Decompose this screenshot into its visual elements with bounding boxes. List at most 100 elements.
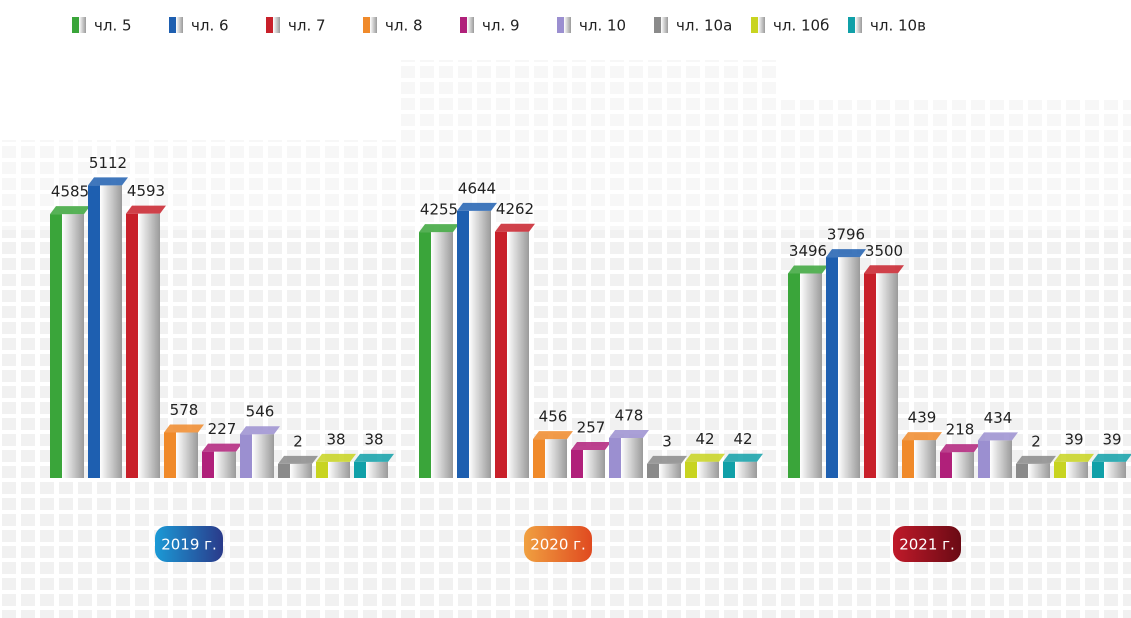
bar-side bbox=[876, 273, 898, 478]
bar-top bbox=[864, 265, 904, 274]
bar-top bbox=[1054, 453, 1094, 462]
bar-top bbox=[1016, 455, 1056, 464]
category-label: 2020 г. bbox=[530, 536, 586, 554]
legend-swatch bbox=[72, 17, 79, 33]
bar-side bbox=[507, 231, 529, 478]
bar bbox=[419, 232, 431, 478]
legend-swatch bbox=[654, 17, 661, 33]
value-label: 434 bbox=[984, 409, 1013, 427]
bar-top bbox=[788, 265, 828, 274]
bar-side bbox=[697, 461, 719, 478]
bar-side bbox=[621, 437, 643, 478]
value-label: 39 bbox=[1064, 430, 1083, 448]
bar bbox=[457, 210, 469, 479]
legend-label: чл. 9 bbox=[482, 17, 520, 35]
bar-top bbox=[126, 205, 166, 214]
bar-top bbox=[647, 455, 687, 464]
bar bbox=[278, 463, 290, 478]
bar-top bbox=[88, 177, 128, 186]
legend-swatch bbox=[848, 17, 855, 33]
value-label: 3796 bbox=[827, 226, 865, 244]
category-label: 2021 г. bbox=[899, 536, 955, 554]
bar-top bbox=[685, 453, 725, 462]
bar-top bbox=[571, 441, 611, 450]
bar-top bbox=[1092, 453, 1131, 462]
bar bbox=[88, 185, 100, 478]
legend-label: чл. 8 bbox=[385, 17, 423, 35]
value-label: 38 bbox=[326, 430, 345, 448]
bar-side bbox=[252, 434, 274, 478]
value-label: 2 bbox=[293, 432, 303, 450]
value-label: 227 bbox=[208, 420, 237, 438]
value-label: 3500 bbox=[865, 242, 903, 260]
bar-side bbox=[469, 210, 491, 479]
bar bbox=[864, 273, 876, 478]
bar bbox=[316, 461, 328, 478]
legend-label: чл. 10а bbox=[676, 17, 732, 35]
bar bbox=[1092, 461, 1104, 478]
legend-label: чл. 10б bbox=[773, 17, 829, 35]
category-badge bbox=[524, 526, 592, 562]
bar-side bbox=[952, 452, 974, 478]
bar bbox=[202, 451, 214, 478]
bar-side bbox=[800, 273, 822, 478]
category-label: 2019 г. bbox=[161, 536, 217, 554]
value-label: 5112 bbox=[89, 154, 127, 172]
bar-side bbox=[583, 449, 605, 478]
value-label: 4585 bbox=[51, 183, 89, 201]
legend-swatch bbox=[363, 17, 370, 33]
bar-side bbox=[366, 461, 388, 478]
bar bbox=[240, 434, 252, 478]
background-pattern bbox=[400, 60, 780, 230]
bar bbox=[533, 439, 545, 478]
legend-label: чл. 5 bbox=[94, 17, 132, 35]
bar-side bbox=[735, 461, 757, 478]
legend-swatch bbox=[855, 17, 862, 33]
value-label: 4262 bbox=[496, 200, 534, 218]
value-label: 2 bbox=[1031, 432, 1041, 450]
bar bbox=[1016, 463, 1028, 478]
legend-swatch bbox=[557, 17, 564, 33]
bar-top bbox=[316, 453, 356, 462]
bar bbox=[978, 440, 990, 478]
bar-side bbox=[1028, 463, 1050, 478]
value-label: 42 bbox=[733, 430, 752, 448]
bar-top bbox=[457, 202, 497, 211]
value-label: 4255 bbox=[420, 201, 458, 219]
bar-side bbox=[1104, 461, 1126, 478]
bar-top bbox=[978, 432, 1018, 441]
bar bbox=[126, 213, 138, 478]
legend-swatch bbox=[467, 17, 474, 33]
legend-swatch bbox=[266, 17, 273, 33]
legend-swatch bbox=[273, 17, 280, 33]
bar-side bbox=[659, 463, 681, 478]
bar-side bbox=[138, 213, 160, 478]
legend-label: чл. 6 bbox=[191, 17, 229, 35]
legend-swatch bbox=[564, 17, 571, 33]
bar-top bbox=[902, 432, 942, 441]
value-label: 546 bbox=[246, 403, 275, 421]
bar bbox=[647, 463, 659, 478]
legend-swatch bbox=[79, 17, 86, 33]
bar-side bbox=[328, 461, 350, 478]
bar-top bbox=[609, 429, 649, 438]
legend-swatch bbox=[370, 17, 377, 33]
value-label: 3496 bbox=[789, 242, 827, 260]
bar-top bbox=[50, 206, 90, 215]
bar bbox=[1054, 461, 1066, 478]
bar-side bbox=[431, 232, 453, 478]
bar bbox=[826, 257, 838, 478]
bar-side bbox=[545, 439, 567, 478]
bar bbox=[685, 461, 697, 478]
legend-label: чл. 10 bbox=[579, 17, 626, 35]
bar bbox=[164, 432, 176, 478]
bar bbox=[495, 231, 507, 478]
bar-side bbox=[214, 451, 236, 478]
bar-top bbox=[278, 455, 318, 464]
bar-top bbox=[164, 424, 204, 433]
bar bbox=[723, 461, 735, 478]
bar bbox=[902, 440, 914, 478]
background-pattern bbox=[780, 100, 1131, 230]
bar-side bbox=[176, 432, 198, 478]
